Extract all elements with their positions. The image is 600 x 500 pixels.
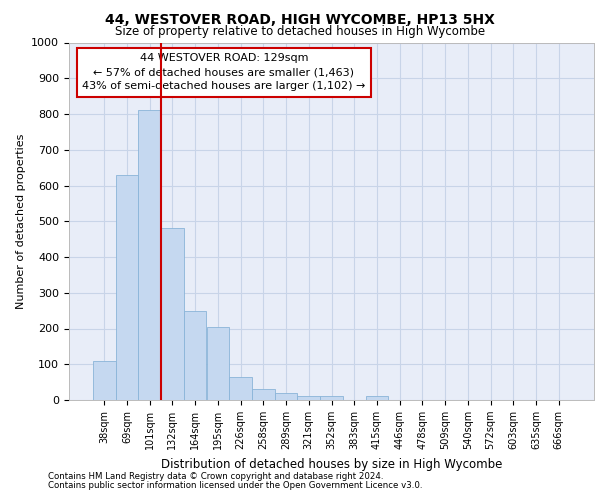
Text: Size of property relative to detached houses in High Wycombe: Size of property relative to detached ho… [115, 25, 485, 38]
Bar [298, 396, 320, 400]
Bar [365, 396, 388, 400]
X-axis label: Distribution of detached houses by size in High Wycombe: Distribution of detached houses by size … [161, 458, 502, 470]
Bar [116, 175, 139, 400]
Text: 44, WESTOVER ROAD, HIGH WYCOMBE, HP13 5HX: 44, WESTOVER ROAD, HIGH WYCOMBE, HP13 5H… [105, 12, 495, 26]
Bar [161, 228, 184, 400]
Bar [93, 360, 116, 400]
Bar [206, 326, 229, 400]
Y-axis label: Number of detached properties: Number of detached properties [16, 134, 26, 309]
Bar [184, 310, 206, 400]
Text: 44 WESTOVER ROAD: 129sqm
← 57% of detached houses are smaller (1,463)
43% of sem: 44 WESTOVER ROAD: 129sqm ← 57% of detach… [82, 53, 365, 91]
Bar [320, 396, 343, 400]
Bar [275, 393, 298, 400]
Text: Contains HM Land Registry data © Crown copyright and database right 2024.: Contains HM Land Registry data © Crown c… [48, 472, 383, 481]
Bar [139, 110, 161, 400]
Text: Contains public sector information licensed under the Open Government Licence v3: Contains public sector information licen… [48, 481, 422, 490]
Bar [252, 390, 275, 400]
Bar [229, 377, 252, 400]
